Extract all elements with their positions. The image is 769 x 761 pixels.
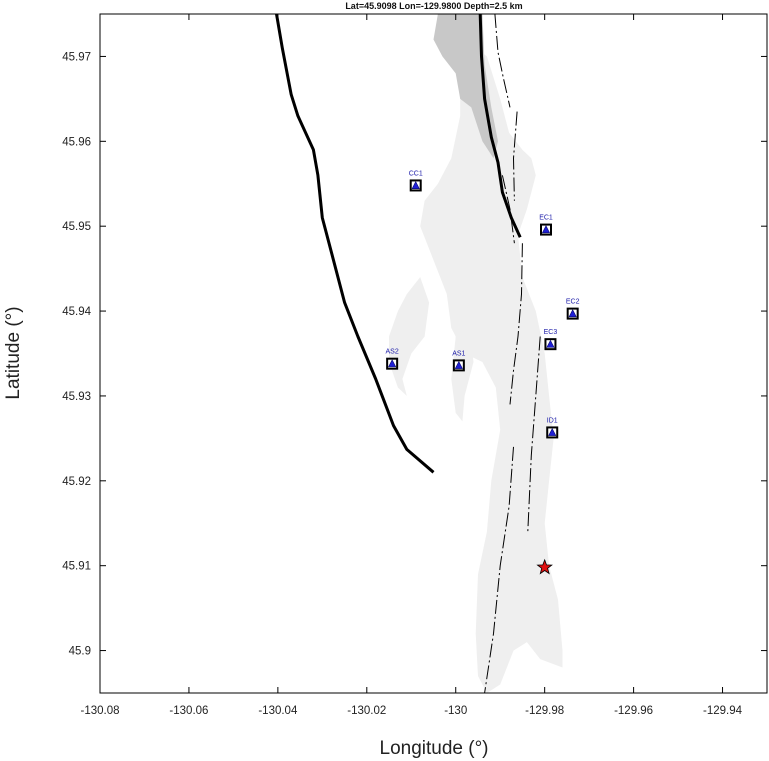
station-triangle-icon bbox=[568, 309, 577, 318]
x-tick-label: -129.94 bbox=[703, 705, 743, 717]
x-tick-label: -130 bbox=[444, 705, 467, 717]
x-tick-label: -130.06 bbox=[169, 705, 208, 717]
station-triangle-icon bbox=[454, 360, 463, 369]
station-triangle-icon bbox=[388, 359, 397, 368]
x-tick-label: -129.96 bbox=[614, 705, 653, 717]
fissure-line bbox=[512, 111, 518, 201]
lava-flow-light bbox=[451, 328, 474, 422]
x-axis-label: Longitude (°) bbox=[380, 738, 489, 759]
plot-frame bbox=[99, 13, 768, 694]
station-label: ID1 bbox=[547, 417, 558, 424]
station-triangle-icon bbox=[411, 180, 420, 189]
y-tick-label: 45.9 bbox=[69, 646, 91, 658]
station-label: EC3 bbox=[544, 329, 558, 336]
station-label: EC1 bbox=[539, 215, 553, 222]
station-label: AS1 bbox=[452, 350, 465, 357]
map-title: Lat=45.9098 Lon=-129.9800 Depth=2.5 km bbox=[345, 1, 522, 11]
y-tick-label: 45.96 bbox=[62, 136, 91, 148]
y-tick-label: 45.91 bbox=[62, 561, 91, 573]
y-tick-label: 45.97 bbox=[62, 51, 91, 63]
x-ticks: -130.08 -130.06 -130.04 -130.02 -130 -129.98 -… bbox=[80, 14, 743, 717]
y-axis-label: Latitude (°) bbox=[3, 306, 24, 399]
y-tick-label: 45.94 bbox=[62, 306, 91, 318]
event-star-icon bbox=[536, 558, 553, 575]
fissure-line bbox=[484, 446, 514, 693]
station-label: AS2 bbox=[386, 349, 399, 356]
x-tick-label: -130.02 bbox=[347, 705, 386, 717]
station-triangle-icon bbox=[541, 225, 551, 234]
caldera-wall-west bbox=[275, 14, 435, 474]
y-tick-label: 45.95 bbox=[62, 221, 91, 233]
caldera-wall-east bbox=[478, 14, 522, 238]
x-tick-label: -130.04 bbox=[258, 705, 298, 717]
y-ticks: 45.9 45.91 45.92 45.93 45.94 45.95 45.96 45.97 bbox=[62, 51, 767, 658]
fissure-line bbox=[501, 175, 515, 244]
station-label: CC1 bbox=[409, 170, 423, 177]
station-label: EC2 bbox=[566, 299, 580, 306]
station-triangle-icon bbox=[548, 427, 557, 436]
event-layer bbox=[536, 558, 553, 575]
station-layer: CC1 EC1 EC2 EC3 AS2 AS1 ID1 bbox=[386, 170, 580, 439]
caldera-wall-layer bbox=[275, 14, 522, 474]
fissure-line bbox=[527, 336, 541, 532]
station-triangle-icon bbox=[546, 339, 555, 348]
y-tick-label: 45.92 bbox=[62, 476, 91, 488]
x-tick-label: -129.98 bbox=[525, 705, 564, 717]
lava-flow-light bbox=[420, 39, 563, 693]
x-tick-label: -130.08 bbox=[80, 705, 119, 717]
y-tick-label: 45.93 bbox=[62, 391, 91, 403]
fissure-layer bbox=[484, 14, 541, 693]
lava-flow-light bbox=[389, 277, 430, 396]
lava-flow-light-layer bbox=[389, 39, 563, 693]
fissure-line bbox=[494, 14, 511, 108]
fissure-line bbox=[509, 243, 523, 405]
